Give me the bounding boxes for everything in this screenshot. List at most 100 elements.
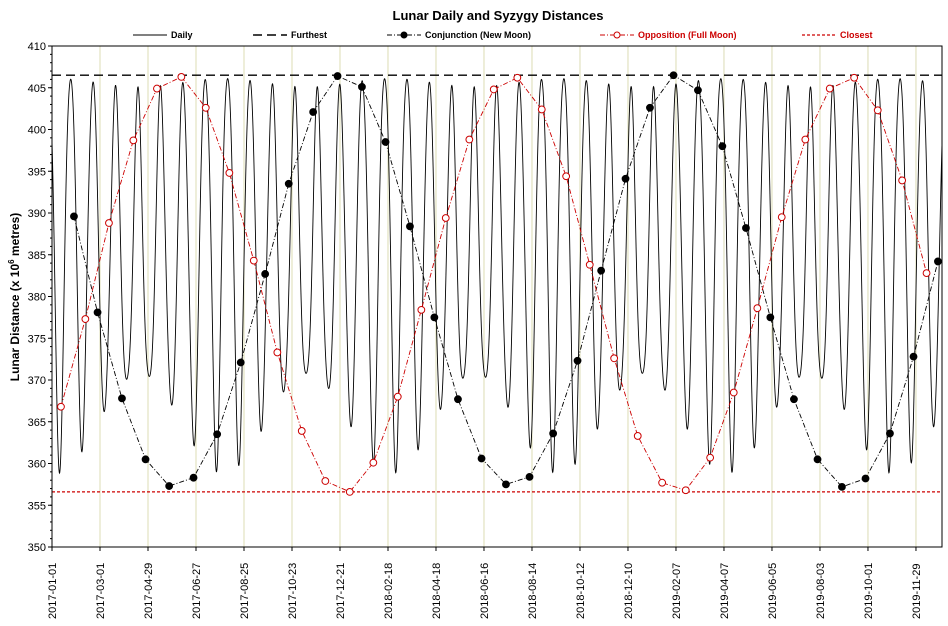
opposition-point (369, 458, 378, 467)
conjunction-point (284, 179, 293, 188)
conjunction-point (909, 352, 918, 361)
x-tick-label: 2017-01-01 (47, 563, 59, 619)
conjunction-point (886, 429, 894, 438)
opposition-point (225, 169, 234, 177)
y-tick-label: 410 (28, 41, 46, 53)
conjunction-point (838, 482, 846, 491)
x-tick-label: 2019-11-29 (911, 564, 923, 619)
conjunction-point (790, 395, 798, 404)
conjunction-point (189, 473, 198, 482)
opposition-point (753, 304, 762, 313)
legend-label: Closest (840, 30, 873, 40)
legend-label: Furthest (291, 30, 327, 40)
y-tick-label: 355 (28, 500, 46, 512)
legend-conjunction-marker (400, 31, 408, 39)
y-axis-title: Lunar Distance (x 106 metres) (7, 213, 22, 382)
conjunction-point (309, 108, 318, 116)
conjunction-point (646, 103, 654, 112)
opposition-point (105, 219, 113, 227)
opposition-point (537, 105, 546, 114)
x-tick-label: 2018-02-18 (383, 563, 395, 619)
x-axis: 2017-01-01 2017-03-01 2017-04-29 2017-06-27… (47, 547, 923, 619)
opposition-point (297, 427, 306, 435)
conjunction-point (430, 313, 439, 322)
conjunction-point (406, 222, 414, 231)
y-tick-label: 380 (28, 292, 46, 304)
chart-title: Lunar Daily and Syzygy Distances (393, 8, 604, 23)
opposition-point (706, 453, 715, 462)
conjunction-point (165, 482, 174, 490)
x-tick-label: 2019-04-07 (719, 563, 731, 619)
conjunction-point (669, 71, 678, 80)
conjunction-point (454, 395, 462, 404)
opposition-point (681, 486, 690, 495)
opposition-point (57, 402, 65, 411)
conjunction-point (934, 257, 942, 266)
conjunction-point (813, 455, 822, 464)
conjunction-point (573, 356, 582, 365)
conjunction-point (861, 474, 870, 483)
legend: Daily Furthest Conjunction (New Moon) Oppos… (133, 30, 873, 40)
conjunction-point (597, 266, 606, 275)
opposition-point (249, 256, 258, 265)
series-daily-line (51, 78, 943, 475)
conjunction-point (766, 313, 775, 322)
x-tick-label: 2017-12-21 (335, 563, 347, 619)
opposition-point (585, 260, 594, 269)
opposition-point (513, 73, 522, 82)
conjunction-point (718, 142, 727, 151)
y-tick-label: 360 (28, 459, 46, 471)
conjunction-point (213, 430, 222, 439)
opposition-point (489, 85, 498, 94)
conjunction-point (261, 270, 270, 278)
conjunction-point (477, 454, 486, 463)
conjunction-point (525, 472, 534, 481)
conjunction-point (333, 72, 342, 80)
x-tick-label: 2017-08-25 (239, 563, 251, 619)
opposition-point (321, 477, 330, 485)
conjunction-point (358, 83, 366, 91)
x-tick-label: 2017-06-27 (191, 563, 203, 619)
opposition-point (562, 172, 571, 181)
opposition-point (465, 135, 474, 144)
x-tick-label: 2019-06-05 (767, 563, 779, 619)
opposition-point (201, 103, 210, 112)
conjunction-point (70, 212, 78, 221)
y-tick-label: 385 (28, 250, 46, 262)
opposition-point (273, 348, 282, 357)
y-tick-label: 405 (28, 83, 46, 95)
x-tick-label: 2018-12-10 (623, 563, 635, 619)
opposition-point (729, 388, 738, 397)
opposition-point (177, 72, 186, 81)
opposition-point (417, 305, 426, 314)
x-tick-label: 2018-04-18 (431, 563, 443, 619)
x-tick-label: 2017-03-01 (95, 563, 107, 619)
legend-label: Conjunction (New Moon) (425, 30, 531, 40)
y-tick-label: 390 (28, 208, 46, 220)
conjunction-point (236, 358, 245, 367)
y-tick-label: 370 (28, 375, 46, 387)
y-tick-label: 350 (28, 542, 46, 554)
opposition-point (898, 176, 907, 185)
x-tick-label: 2019-02-07 (671, 563, 683, 619)
opposition-point (129, 136, 138, 145)
x-tick-label: 2017-04-29 (143, 563, 155, 619)
x-tick-label: 2019-10-01 (863, 563, 875, 619)
x-tick-label: 2017-10-23 (287, 563, 299, 619)
opposition-point (922, 269, 931, 278)
conjunction-point (118, 394, 126, 403)
conjunction-point (93, 308, 102, 317)
plot-area (51, 71, 943, 496)
legend-label: Opposition (Full Moon) (638, 30, 736, 40)
opposition-point (393, 392, 402, 401)
x-tick-label: 2018-10-12 (575, 563, 587, 619)
opposition-point (345, 487, 354, 496)
y-tick-label: 375 (28, 333, 46, 345)
opposition-point (825, 84, 834, 93)
conjunction-point (621, 174, 630, 183)
conjunction-point (381, 138, 390, 146)
conjunction-point (549, 429, 558, 438)
opposition-point (441, 214, 450, 222)
opposition-point (777, 213, 786, 222)
